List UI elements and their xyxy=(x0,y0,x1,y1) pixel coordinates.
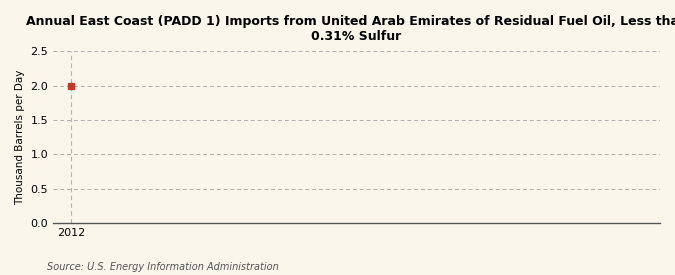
Y-axis label: Thousand Barrels per Day: Thousand Barrels per Day xyxy=(15,69,25,205)
Title: Annual East Coast (PADD 1) Imports from United Arab Emirates of Residual Fuel Oi: Annual East Coast (PADD 1) Imports from … xyxy=(26,15,675,43)
Text: Source: U.S. Energy Information Administration: Source: U.S. Energy Information Administ… xyxy=(47,262,279,272)
